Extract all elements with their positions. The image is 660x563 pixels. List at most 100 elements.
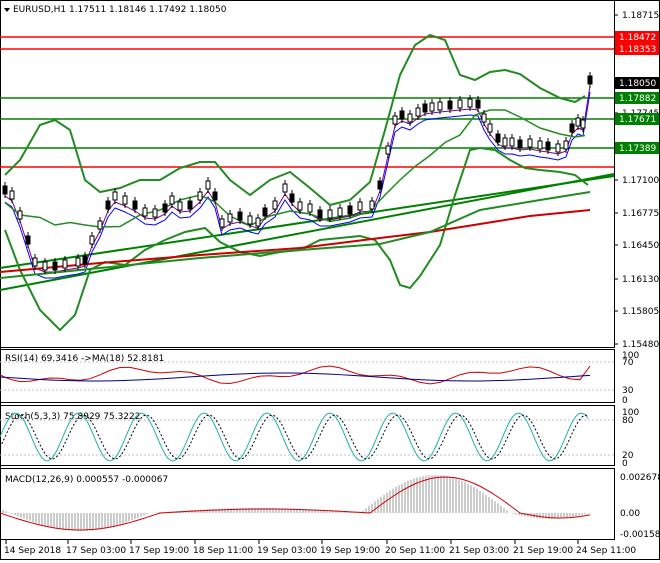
candle-body	[42, 261, 48, 271]
candle-body	[580, 119, 586, 129]
candle-body	[509, 137, 515, 147]
candle-body	[487, 123, 493, 133]
level-badge[interactable]	[615, 113, 659, 125]
level-badge-label: 1.18050	[619, 79, 656, 89]
price-series	[0, 33, 593, 332]
candle-body	[17, 210, 23, 220]
candle-body	[2, 185, 8, 195]
time-tick-label: 20 Sep 11:00	[385, 546, 445, 556]
stoch-signal-line	[0, 414, 589, 460]
candle-body	[415, 107, 421, 117]
candle-body	[385, 145, 391, 155]
candle-body	[169, 195, 175, 205]
price-tick-label: 1.15480	[622, 340, 659, 350]
candle-body	[537, 140, 543, 150]
trendline[interactable]	[0, 173, 615, 291]
candle-body	[212, 191, 218, 201]
macd-indicator	[0, 475, 591, 531]
candle-body	[457, 99, 463, 109]
candle-body	[422, 103, 428, 113]
level-badge-label: 1.18353	[619, 45, 656, 55]
level-badge[interactable]	[615, 77, 659, 89]
candle-body	[272, 200, 278, 210]
candle-body	[377, 180, 383, 190]
main-pane[interactable]	[0, 0, 615, 348]
candle-body	[187, 200, 193, 210]
price-tick-label: 1.17100	[622, 176, 659, 186]
candle-body	[25, 235, 31, 245]
price-tick-label: 1.16775	[622, 209, 659, 219]
candle-body	[467, 98, 473, 108]
candle-body	[307, 203, 313, 213]
candle-body	[112, 191, 118, 201]
time-tick-label: 21 Sep 19:00	[513, 546, 573, 556]
dropdown-triangle-icon[interactable]	[4, 8, 10, 12]
stoch-tick-label: 0	[622, 459, 628, 469]
candle-body	[502, 137, 508, 147]
macd-tick-label: -0.001582	[620, 530, 660, 540]
level-badges: 1.18472 1.18353 1.18050 1.17882 1.17671 1.173…	[615, 31, 659, 154]
time-tick-label: 24 Sep 11:00	[576, 546, 636, 556]
candle-body	[219, 218, 225, 228]
macd-tick-label: 0.00	[620, 509, 640, 519]
candle-body	[392, 115, 398, 125]
candle-body	[545, 141, 551, 151]
candle-body	[75, 257, 81, 267]
stoch-tick-label: 100	[622, 408, 639, 418]
rsi-tick-label: 70	[622, 358, 634, 368]
candle-body	[495, 133, 501, 143]
candle-body	[337, 207, 343, 217]
macd-pane[interactable]	[0, 468, 615, 540]
candle-body	[142, 207, 148, 217]
rsi-tick-label: 100	[622, 351, 639, 361]
macd-signal-line	[0, 476, 591, 531]
time-tick-label: 18 Sep 11:00	[193, 546, 253, 556]
candle-body	[282, 183, 288, 193]
candle-body	[62, 259, 68, 269]
level-badge[interactable]	[615, 31, 659, 43]
candle-body	[97, 220, 103, 230]
candle-body	[517, 139, 523, 149]
candle-body	[197, 191, 203, 201]
macd-header: MACD(12,26,9) 0.000557 -0.000067	[5, 475, 168, 485]
price-tick-label: 1.16130	[622, 275, 659, 285]
candle-body	[327, 209, 333, 219]
level-badge-label: 1.17671	[619, 115, 656, 125]
candle-body	[369, 200, 375, 210]
candle-body	[262, 207, 268, 217]
candle-body	[227, 213, 233, 223]
trendline[interactable]	[0, 175, 615, 269]
candle-body	[255, 217, 261, 227]
stoch-tick-label: 20	[622, 451, 634, 461]
level-badge-label: 1.17882	[619, 94, 656, 104]
time-tick-label: 19 Sep 03:00	[257, 546, 317, 556]
candle-body	[399, 110, 405, 120]
candle-body	[152, 208, 158, 218]
candle-body	[447, 100, 453, 110]
candle-body	[587, 75, 593, 85]
candle-body	[122, 195, 128, 205]
level-badge[interactable]	[615, 92, 659, 104]
rsi-tick-label: 30	[622, 386, 634, 396]
price-tick-label: 1.15805	[622, 307, 659, 317]
level-badge-label: 1.18472	[619, 33, 656, 43]
level-badge[interactable]	[615, 43, 659, 55]
time-tick-label: 14 Sep 2018	[4, 546, 61, 556]
level-badge[interactable]	[615, 142, 659, 154]
candle-body	[437, 101, 443, 111]
candle-body	[177, 201, 183, 211]
rsi-pane[interactable]	[0, 349, 615, 403]
candle-body	[9, 190, 15, 200]
candle-body	[82, 255, 88, 265]
candle-body	[32, 257, 38, 267]
candle-body	[357, 201, 363, 211]
candle-body	[563, 140, 569, 150]
rsi-line	[0, 365, 591, 385]
time-tick-label: 17 Sep 19:00	[129, 546, 189, 556]
macd-axis: 0.002678 0.00 -0.001582	[620, 473, 660, 540]
main-header-text: EURUSD,H1 1.17511 1.18146 1.17492 1.1805…	[13, 5, 227, 15]
